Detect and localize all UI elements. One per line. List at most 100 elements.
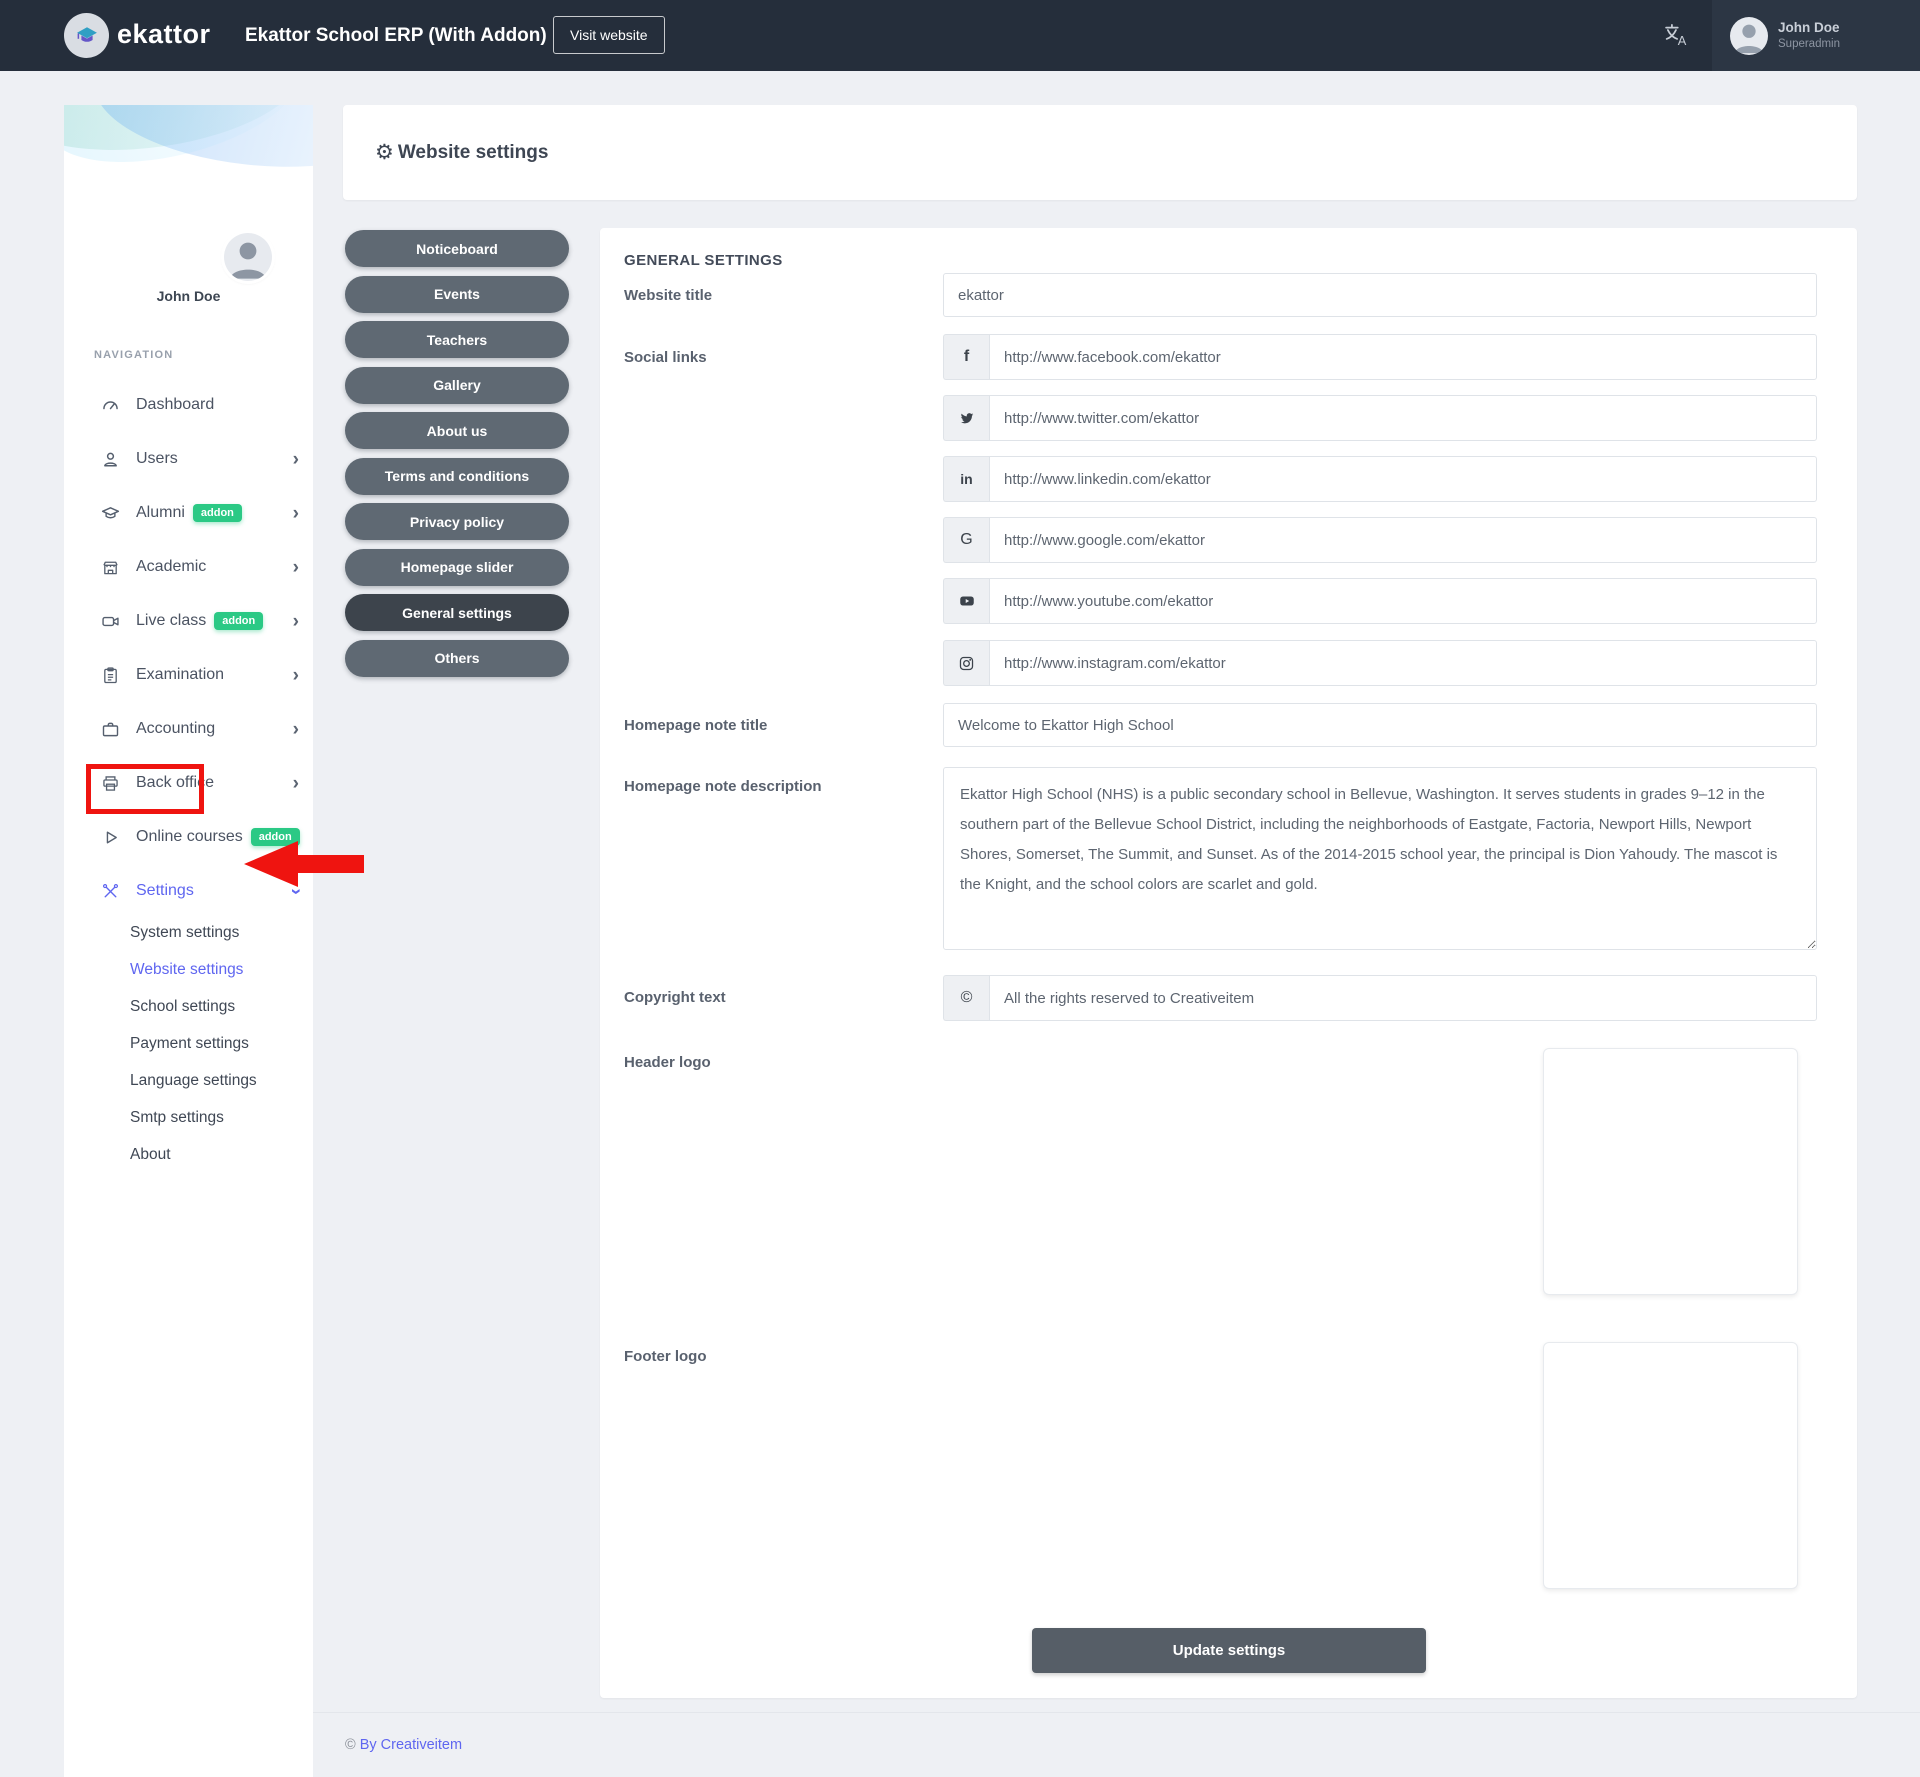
tab-general-settings[interactable]: General settings <box>345 594 569 631</box>
sidebar-item-alumni[interactable]: Alumni addon › <box>64 486 313 540</box>
svg-text:A: A <box>1678 33 1687 48</box>
sidebar-item-examination[interactable]: Examination › <box>64 648 313 702</box>
users-icon <box>100 449 121 470</box>
homepage-note-description-textarea[interactable]: Ekattor High School (NHS) is a public se… <box>943 767 1817 950</box>
graduation-cap-icon <box>100 503 121 524</box>
header-logo-label: Header logo <box>624 1054 711 1071</box>
sidebar-item-academic[interactable]: Academic › <box>64 540 313 594</box>
google-url-input[interactable] <box>989 517 1817 563</box>
instagram-url-input[interactable] <box>989 640 1817 686</box>
copyright-text-input[interactable] <box>989 975 1817 1021</box>
tab-homepage-slider[interactable]: Homepage slider <box>345 548 569 586</box>
linkedin-icon: in <box>943 456 989 502</box>
brand-name: ekattor <box>117 19 211 49</box>
addon-badge: addon <box>250 828 300 846</box>
tab-terms-and-conditions[interactable]: Terms and conditions <box>345 457 569 495</box>
user-role: Superadmin <box>1778 37 1841 50</box>
sidebar-item-settings[interactable]: Settings › <box>64 864 313 918</box>
sidebar-nav: Dashboard Users › Alumni addon › <box>64 378 313 918</box>
sidebar-item-live-class[interactable]: Live class addon › <box>64 594 313 648</box>
social-links-label: Social links <box>624 349 707 366</box>
tab-gallery[interactable]: Gallery <box>345 366 569 404</box>
update-settings-button[interactable]: Update settings <box>1032 1628 1426 1673</box>
submenu-item-website-settings[interactable]: Website settings <box>130 960 244 978</box>
sidebar-item-online-courses[interactable]: Online courses addon <box>64 810 313 864</box>
page-title: Website settings <box>397 141 549 163</box>
user-menu[interactable]: John Doe Superadmin <box>1712 0 1920 71</box>
twitter-url-input[interactable] <box>989 395 1817 441</box>
section-title: GENERAL SETTINGS <box>624 252 783 269</box>
facebook-url-input[interactable] <box>989 334 1817 380</box>
creativeitem-link[interactable]: By Creativeitem <box>359 1737 463 1753</box>
top-navbar: ekattor Ekattor School ERP (With Addon) … <box>0 0 1920 71</box>
translate-icon[interactable]: A <box>1662 20 1692 50</box>
submenu-item-school-settings[interactable]: School settings <box>130 997 236 1015</box>
instagram-icon <box>943 640 989 686</box>
chevron-right-icon: › <box>292 502 299 524</box>
chevron-right-icon: › <box>292 610 299 632</box>
app-title: Ekattor School ERP (With Addon) <box>245 25 547 46</box>
linkedin-url-input[interactable] <box>989 456 1817 502</box>
navigation-section-label: NAVIGATION <box>94 349 174 361</box>
general-settings-card: GENERAL SETTINGS Website title Social li… <box>600 228 1857 1698</box>
sidebar-item-users[interactable]: Users › <box>64 432 313 486</box>
user-name: John Doe <box>1778 19 1840 35</box>
dashboard-icon <box>100 395 121 416</box>
youtube-url-input[interactable] <box>989 578 1817 624</box>
twitter-icon <box>943 395 989 441</box>
homepage-note-title-label: Homepage note title <box>624 717 768 734</box>
chevron-right-icon: › <box>292 448 299 470</box>
copyright-text-label: Copyright text <box>624 989 726 1006</box>
briefcase-icon <box>100 719 121 740</box>
visit-website-button[interactable]: Visit website <box>553 16 665 54</box>
tab-noticeboard[interactable]: Noticeboard <box>345 230 569 267</box>
website-title-label: Website title <box>624 287 713 304</box>
profile-name: John Doe <box>156 288 221 304</box>
footer-divider <box>313 1712 1920 1713</box>
chevron-right-icon: › <box>292 718 299 740</box>
submenu-item-payment-settings[interactable]: Payment settings <box>130 1034 249 1052</box>
sidebar-item-accounting[interactable]: Accounting › <box>64 702 313 756</box>
tools-icon <box>100 881 121 902</box>
printer-icon <box>100 773 121 794</box>
chevron-down-icon: › <box>285 887 307 895</box>
user-avatar <box>1730 16 1768 55</box>
sidebar-wave-decoration <box>64 105 313 183</box>
submenu-item-about[interactable]: About <box>130 1145 171 1163</box>
video-camera-icon <box>100 611 121 632</box>
building-icon <box>100 557 121 578</box>
tab-privacy-policy[interactable]: Privacy policy <box>345 503 569 540</box>
footer-logo-label: Footer logo <box>624 1348 707 1365</box>
google-icon: G <box>943 517 989 563</box>
addon-badge: addon <box>192 504 242 522</box>
submenu-item-language-settings[interactable]: Language settings <box>130 1071 257 1089</box>
header-logo-preview <box>1543 1048 1798 1295</box>
sidebar-item-back-office[interactable]: Back office › <box>64 756 313 810</box>
website-title-input[interactable] <box>943 273 1817 317</box>
clipboard-icon <box>100 665 121 686</box>
chevron-right-icon: › <box>292 772 299 794</box>
tab-teachers[interactable]: Teachers <box>345 321 569 358</box>
youtube-icon <box>943 578 989 624</box>
settings-tabs: Noticeboard Events Teachers Gallery Abou… <box>345 230 569 685</box>
tab-events[interactable]: Events <box>345 275 569 313</box>
footer-logo-preview <box>1543 1342 1798 1589</box>
play-icon <box>100 827 121 848</box>
copyright-icon: © <box>943 975 989 1021</box>
settings-submenu: System settings Website settings School … <box>64 914 313 1173</box>
tab-others[interactable]: Others <box>345 639 569 677</box>
homepage-note-description-label: Homepage note description <box>624 778 822 795</box>
facebook-icon: f <box>943 334 989 380</box>
homepage-note-title-input[interactable] <box>943 703 1817 747</box>
submenu-item-smtp-settings[interactable]: Smtp settings <box>130 1108 224 1126</box>
page-title-card: ⚙ Website settings <box>343 105 1857 200</box>
tab-about-us[interactable]: About us <box>345 412 569 449</box>
profile-avatar[interactable] <box>224 233 272 281</box>
copyright-symbol: © <box>345 1737 356 1753</box>
brand-logo <box>64 13 109 58</box>
sidebar: John Doe NAVIGATION Dashboard Users › <box>64 105 313 1777</box>
chevron-right-icon: › <box>292 556 299 578</box>
submenu-item-system-settings[interactable]: System settings <box>130 923 240 941</box>
sidebar-item-dashboard[interactable]: Dashboard <box>64 378 313 432</box>
